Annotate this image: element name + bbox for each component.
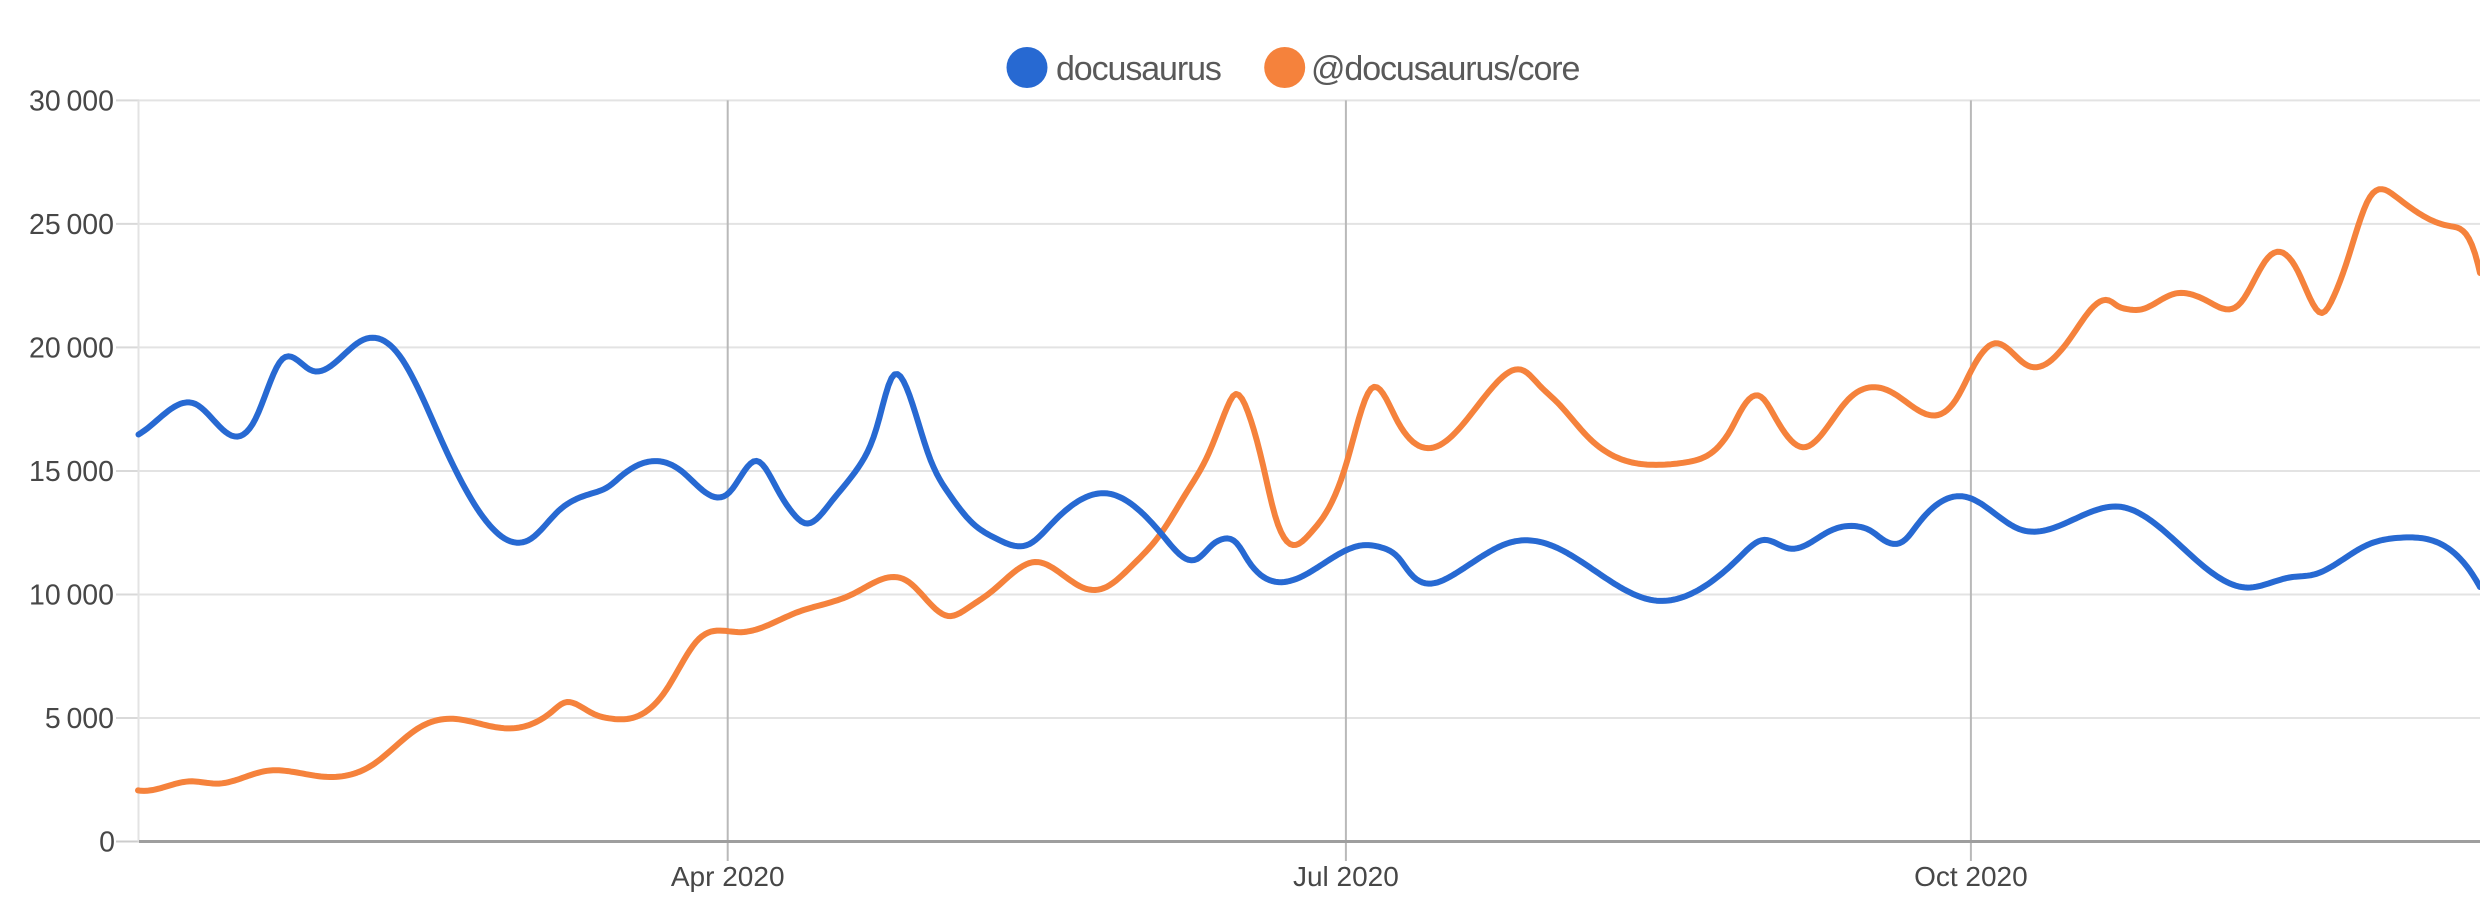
svg-text:10 000: 10 000 [29,580,114,612]
svg-text:0: 0 [99,827,114,859]
svg-text:30 000: 30 000 [29,85,114,117]
svg-text:Oct 2020: Oct 2020 [1914,861,2028,892]
svg-text:5 000: 5 000 [45,703,114,735]
svg-text:25 000: 25 000 [29,209,114,241]
svg-text:@docusaurus/core: @docusaurus/core [1311,50,1579,88]
svg-text:Apr 2020: Apr 2020 [671,861,785,892]
svg-text:20 000: 20 000 [29,332,114,364]
svg-text:15 000: 15 000 [29,456,114,488]
svg-text:docusaurus: docusaurus [1056,50,1221,88]
svg-text:Jul 2020: Jul 2020 [1293,861,1399,892]
